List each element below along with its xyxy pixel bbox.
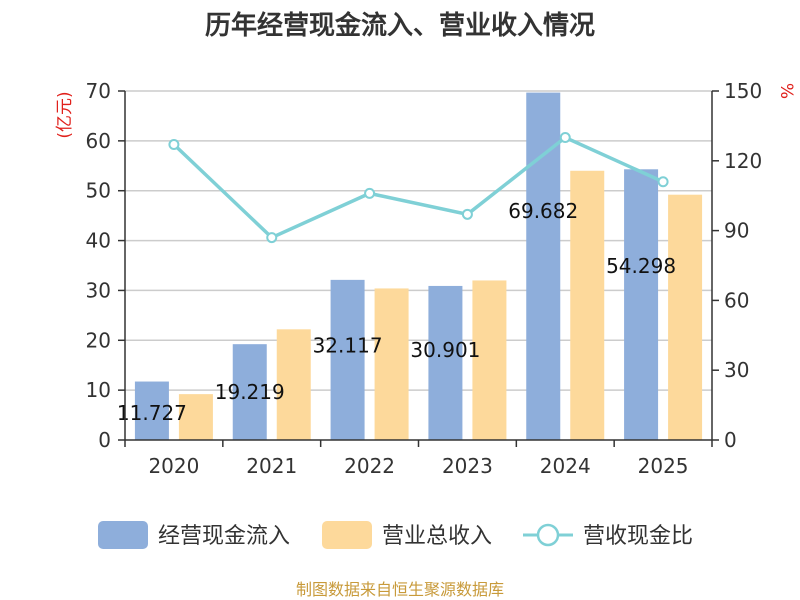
right-axis-ticks: 0 30 60 90 120 150: [724, 79, 762, 452]
right-axis-tick-label: 150: [724, 79, 762, 103]
left-axis-tick-label: 20: [86, 328, 111, 352]
left-axis-tick-label: 40: [86, 229, 111, 253]
legend-label-cash-inflow: 经营现金流入: [158, 524, 290, 549]
bar-0-2021: [232, 344, 267, 440]
ratio-point-2022: [364, 187, 376, 199]
right-axis-unit: %: [776, 83, 796, 99]
source-note: 制图数据来自恒生聚源数据库: [296, 580, 504, 599]
left-axis-tick-label: 70: [86, 79, 111, 103]
right-axis-tick-label: 30: [724, 358, 749, 382]
legend-marker-ratio: [536, 523, 560, 547]
x-axis-ticks: 2020 2021 2022 2023 2024 2025: [148, 454, 688, 478]
ratio-point-2020: [168, 139, 180, 151]
left-axis-tick-label: 10: [86, 378, 111, 402]
bar-0-2024: [526, 92, 561, 441]
bar-1-2023: [472, 280, 507, 440]
x-axis-tick-label: 2025: [638, 454, 689, 478]
line-series: [168, 132, 669, 244]
bar-1-2024: [570, 170, 605, 440]
left-axis-tick-label: 50: [86, 179, 111, 203]
data-label: 69.682: [508, 199, 578, 223]
left-axis-tick-label: 0: [98, 428, 111, 452]
legend: 经营现金流入 营业总收入 营收现金比: [98, 521, 693, 549]
left-axis-ticks: 0 10 20 30 40 50 60 70: [86, 79, 111, 452]
bar-1-2021: [276, 329, 311, 440]
ratio-point-2025: [657, 176, 669, 188]
data-label: 54.298: [606, 254, 676, 278]
chart-title: 历年经营现金流入、营业收入情况: [205, 10, 595, 41]
left-axis-tick-label: 30: [86, 278, 111, 302]
bar-0-2023: [428, 285, 463, 440]
left-axis-unit: (亿元): [55, 91, 75, 138]
data-label: 19.219: [215, 380, 285, 404]
x-axis-tick-label: 2024: [540, 454, 591, 478]
legend-label-ratio: 营收现金比: [583, 524, 693, 549]
ratio-point-2021: [266, 232, 278, 244]
left-axis-tick-label: 60: [86, 129, 111, 153]
x-axis-tick-label: 2021: [246, 454, 297, 478]
x-axis-tick-label: 2022: [344, 454, 395, 478]
bar-0-2022: [330, 279, 365, 440]
x-axis-tick-label: 2020: [148, 454, 199, 478]
bar-0-2025: [624, 169, 659, 440]
data-label: 30.901: [410, 338, 480, 362]
x-axis-tick-label: 2023: [442, 454, 493, 478]
axes: [118, 90, 719, 447]
legend-swatch-revenue: [322, 521, 372, 549]
ratio-point-2023: [461, 208, 473, 220]
bar-1-2020: [178, 394, 213, 440]
bar-1-2025: [668, 194, 703, 440]
bar-0-2020: [134, 381, 169, 440]
data-labels: 11.727 19.219 32.117 30.901 69.682 54.298: [117, 199, 676, 425]
data-label: 32.117: [313, 334, 383, 358]
ratio-point-2024: [559, 132, 571, 144]
ratio-line: [172, 135, 664, 240]
right-axis-tick-label: 0: [724, 428, 737, 452]
data-label: 11.727: [117, 401, 187, 425]
right-axis-tick-label: 60: [724, 288, 749, 312]
right-axis-tick-label: 90: [724, 219, 749, 243]
legend-label-revenue: 营业总收入: [382, 524, 492, 549]
right-axis-tick-label: 120: [724, 149, 762, 173]
legend-swatch-cash-inflow: [98, 521, 148, 549]
bars: [134, 92, 703, 441]
bar-1-2022: [374, 288, 409, 440]
